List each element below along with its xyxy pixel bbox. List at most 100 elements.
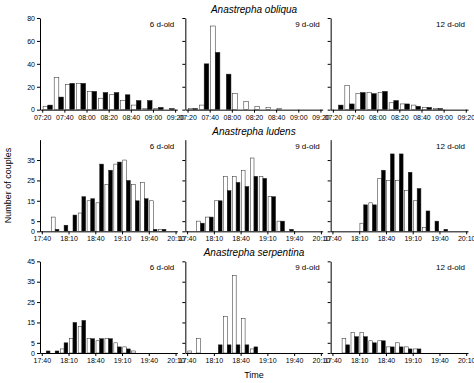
bar xyxy=(355,337,359,353)
x-axis: 17:4018:1018:4019:1019:4020:10 xyxy=(324,353,474,364)
bar xyxy=(342,339,346,353)
bar xyxy=(387,180,391,231)
bar xyxy=(453,353,457,354)
bar xyxy=(123,160,127,231)
tick-label: 19:10 xyxy=(404,235,422,242)
bar xyxy=(237,109,242,110)
bar xyxy=(266,107,271,109)
tick-mark xyxy=(214,231,215,234)
bar xyxy=(281,221,285,231)
tick-mark xyxy=(421,110,422,113)
x-axis: 17:4018:1018:4019:1019:4020:10 xyxy=(179,231,330,242)
tick-label: 07:40 xyxy=(347,114,365,121)
bar xyxy=(147,101,152,110)
tick-mark xyxy=(328,160,331,161)
tick-label: 19:10 xyxy=(404,357,422,364)
tick-label: 08:20 xyxy=(100,114,118,121)
y-tick: 20 xyxy=(27,83,40,90)
tick-mark xyxy=(328,282,331,283)
x-tick: 17:40 xyxy=(34,353,52,364)
x-tick: 09:00 xyxy=(290,110,308,121)
panel: 07:2007:4008:0008:2008:4009:0009:2012 d-… xyxy=(325,19,474,121)
bar xyxy=(316,231,320,232)
bar xyxy=(46,231,50,232)
tick-mark xyxy=(359,353,360,356)
bar-series xyxy=(218,345,257,353)
x-axis: 07:2007:4008:0008:2008:4009:0009:20 xyxy=(325,110,474,121)
bar xyxy=(87,339,91,353)
bar xyxy=(389,103,394,110)
tick-mark xyxy=(37,231,40,232)
bar xyxy=(87,91,92,109)
bar xyxy=(413,201,417,232)
y-tick xyxy=(328,160,331,161)
bar xyxy=(304,109,309,110)
bar xyxy=(286,353,290,354)
bar xyxy=(435,221,439,231)
bar xyxy=(127,180,131,231)
bar xyxy=(458,231,462,232)
bar xyxy=(293,109,298,110)
y-tick xyxy=(182,87,185,88)
bar xyxy=(218,345,222,353)
bar xyxy=(141,353,145,354)
bar xyxy=(135,201,139,232)
tick-label: 19:10 xyxy=(259,357,277,364)
tick-mark xyxy=(328,353,331,354)
tick-label: 19:10 xyxy=(114,235,132,242)
bar xyxy=(250,349,254,353)
tick-mark xyxy=(37,322,40,323)
bar xyxy=(456,109,461,110)
bar xyxy=(127,349,131,353)
bar xyxy=(244,102,249,110)
bar xyxy=(304,353,308,354)
bar xyxy=(356,94,361,110)
bar xyxy=(299,231,303,232)
y-tick xyxy=(328,221,331,222)
bar xyxy=(82,197,86,232)
tick-label: 60 xyxy=(27,38,35,45)
x-tick: 08:40 xyxy=(123,110,141,121)
tick-label: 18:10 xyxy=(60,235,78,242)
bar xyxy=(170,109,175,110)
axis-line xyxy=(185,262,186,354)
x-tick: 08:40 xyxy=(413,110,431,121)
bar xyxy=(153,353,157,354)
bar xyxy=(394,101,399,110)
bar xyxy=(277,109,282,110)
y-tick xyxy=(182,180,185,181)
tick-label: 07:20 xyxy=(325,114,343,121)
x-tick: 09:20 xyxy=(458,110,474,121)
bar xyxy=(396,343,400,353)
bar xyxy=(73,215,77,231)
tick-mark xyxy=(182,353,185,354)
tick-mark xyxy=(95,353,96,356)
tick-mark xyxy=(37,160,40,161)
bar xyxy=(64,225,68,231)
bar xyxy=(162,353,166,354)
annotation: 6 d-old xyxy=(150,263,174,272)
bar xyxy=(209,217,213,231)
bar xyxy=(188,109,193,110)
x-tick: 18:10 xyxy=(206,353,224,364)
chart: 07:2007:4008:0008:2008:4009:0009:2002040… xyxy=(0,0,474,383)
tick-label: 19:40 xyxy=(141,235,159,242)
bar xyxy=(444,229,448,231)
bar xyxy=(96,341,100,353)
tick-mark xyxy=(69,353,70,356)
tick-mark xyxy=(182,322,185,323)
bar xyxy=(236,182,240,231)
plot-area xyxy=(46,320,135,353)
tick-mark xyxy=(439,231,440,234)
tick-label: 09:20 xyxy=(458,114,474,121)
bar xyxy=(282,109,287,110)
tick-mark xyxy=(109,110,110,113)
tick-mark xyxy=(355,110,356,113)
bar xyxy=(135,353,139,354)
bar xyxy=(361,92,366,109)
tick-label: 45 xyxy=(27,258,35,265)
bar xyxy=(132,105,137,110)
y-axis xyxy=(182,262,186,354)
bar xyxy=(417,189,421,232)
bar xyxy=(51,353,55,354)
